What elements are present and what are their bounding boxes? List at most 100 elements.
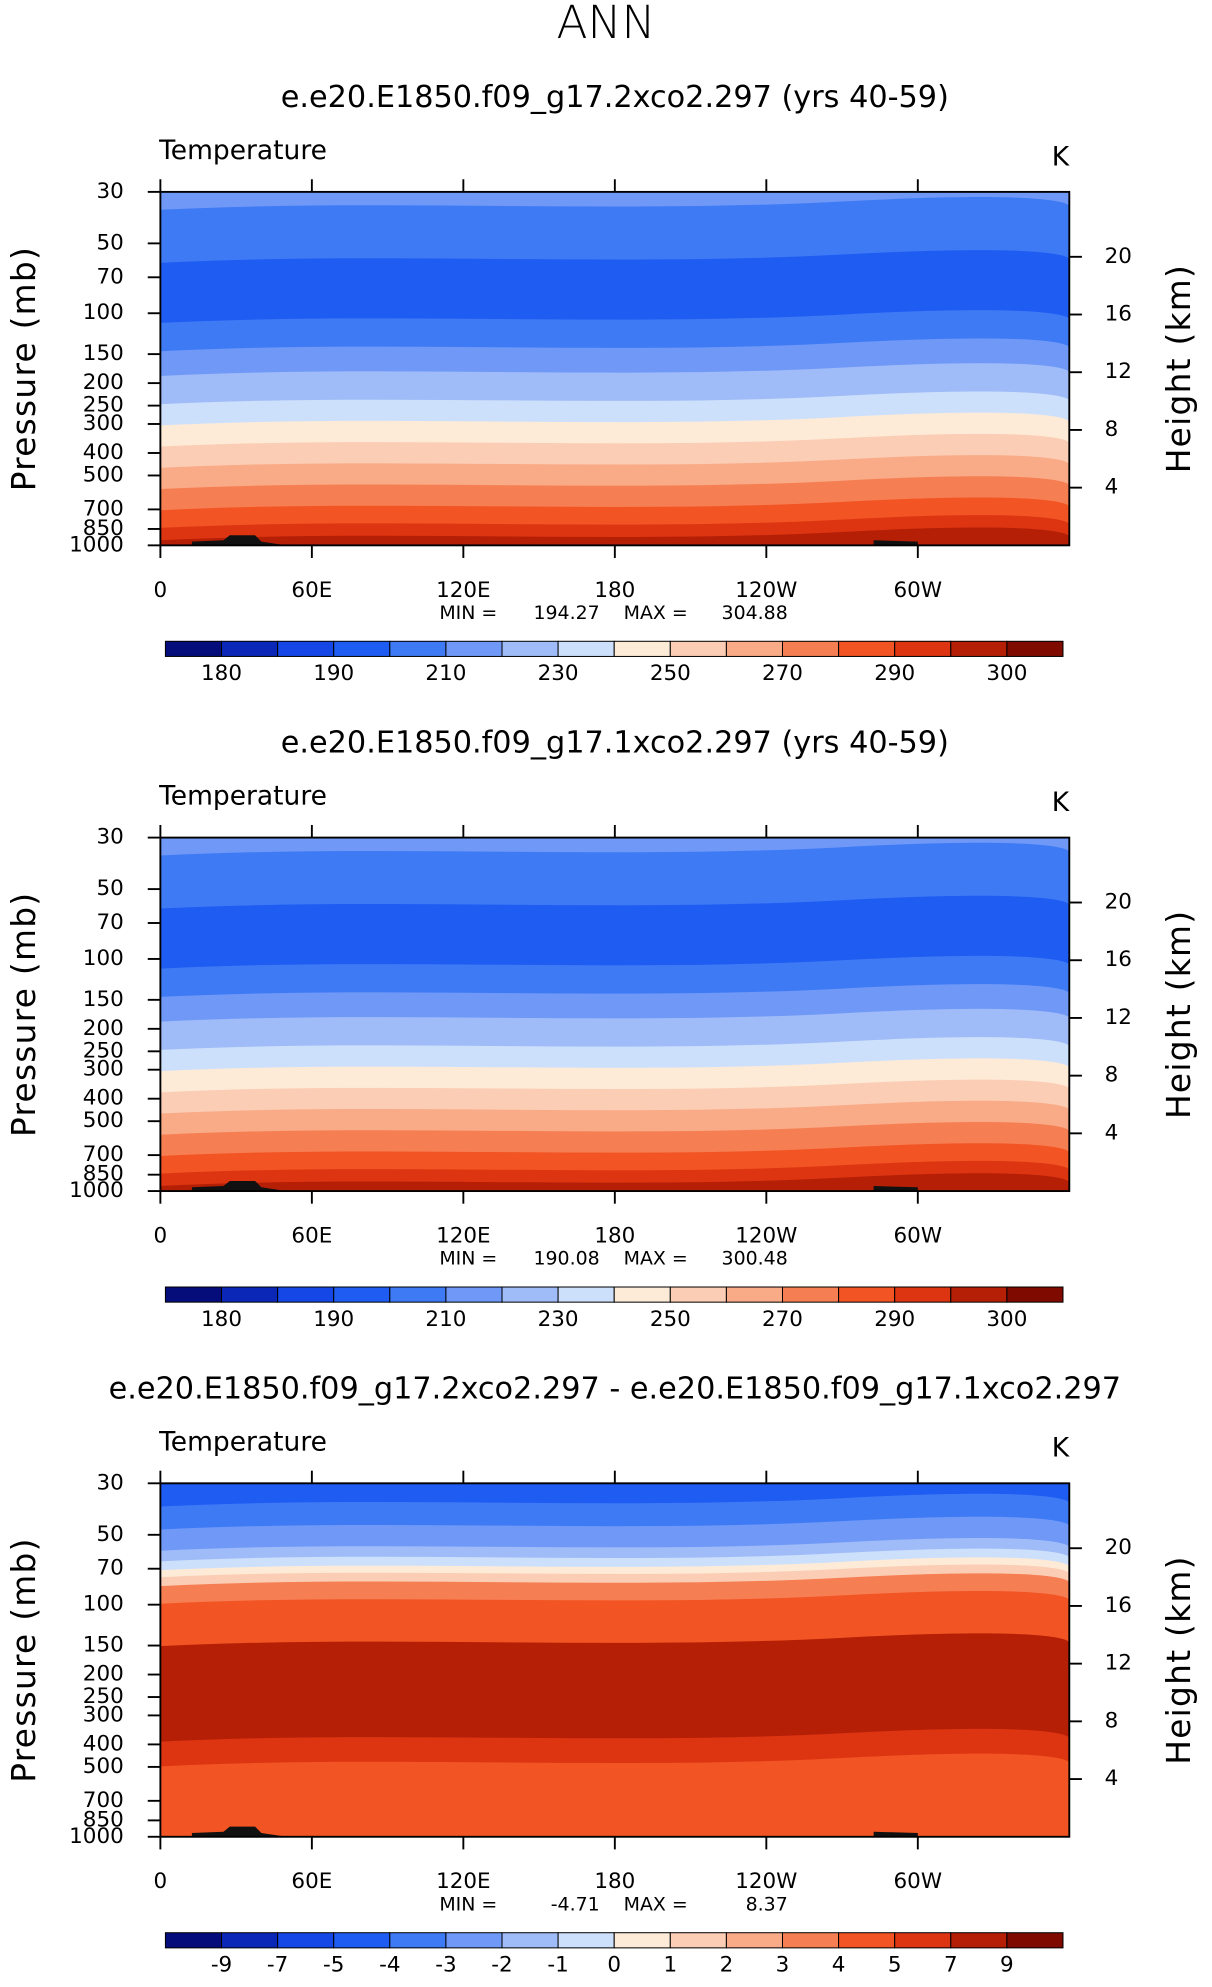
y-tick-label: 700 — [83, 496, 124, 521]
x-tick-label: 0 — [154, 1224, 168, 1249]
colorbar-swatch — [445, 1286, 503, 1303]
y-tick-label: 150 — [83, 341, 124, 366]
x-tick-label: 0 — [154, 578, 168, 603]
units: K — [1052, 141, 1070, 172]
y-tick-label: 500 — [83, 1754, 124, 1779]
colorbar-swatch — [164, 1932, 223, 1949]
y-tick-label: 700 — [83, 1788, 124, 1813]
max-value: 8.37 — [746, 1893, 788, 1915]
colorbar-swatch — [725, 1286, 784, 1303]
y-tick-label: 250 — [83, 393, 124, 418]
field-label: Temperature — [158, 781, 327, 812]
y-tick-label: 100 — [83, 1592, 124, 1617]
colorbar-swatch — [838, 1286, 896, 1303]
colorbar-label: 290 — [874, 1307, 915, 1332]
x-tick-label: 120E — [436, 578, 491, 603]
colorbar-swatch — [1006, 1286, 1064, 1303]
colorbar-swatch — [389, 640, 447, 657]
colorbar-swatch — [389, 1932, 447, 1949]
surface — [191, 1180, 287, 1192]
colorbar-swatch — [781, 640, 840, 657]
colorbar-label: 250 — [650, 661, 691, 686]
colorbar-swatch — [501, 1286, 559, 1303]
colorbar-label: 180 — [201, 661, 242, 686]
colorbar-swatch — [725, 640, 784, 657]
y2-axis-label: Height (km) — [1160, 1555, 1198, 1764]
colorbar-label: 210 — [425, 661, 466, 686]
colorbar-label: -3 — [435, 1953, 456, 1978]
y-tick-label: 400 — [83, 1086, 124, 1111]
colorbar-label: -5 — [323, 1953, 344, 1978]
x-tick-label: 180 — [594, 578, 635, 603]
surface — [873, 1831, 918, 1837]
colorbar-label: 230 — [538, 1307, 579, 1332]
colorbar-label: 2 — [720, 1953, 734, 1978]
y-tick-label: 150 — [83, 987, 124, 1012]
x-tick-label: 120W — [735, 1224, 797, 1249]
max-label: MAX = — [624, 1893, 688, 1915]
y-axis-label: Pressure (mb) — [5, 246, 43, 491]
y-tick-label: 70 — [96, 910, 123, 935]
colorbar-label: -2 — [491, 1953, 512, 1978]
y-tick-label: 400 — [83, 440, 124, 465]
y-tick-label: 150 — [83, 1633, 124, 1658]
max-value: 300.48 — [722, 1248, 788, 1270]
min-label: MIN = — [439, 1893, 497, 1915]
y2-tick-label: 12 — [1105, 359, 1132, 384]
colorbar-swatch — [333, 1932, 391, 1949]
x-tick-label: 60W — [894, 1869, 943, 1894]
colorbar-label: 3 — [776, 1953, 790, 1978]
min-value: 194.27 — [533, 602, 599, 624]
max-label: MAX = — [624, 1248, 688, 1270]
y2-tick-label: 20 — [1105, 890, 1132, 915]
x-tick-label: 180 — [594, 1869, 635, 1894]
y-tick-label: 100 — [83, 946, 124, 971]
x-tick-label: 60W — [894, 1224, 943, 1249]
min-value: -4.71 — [551, 1893, 600, 1915]
y2-axis-label: Height (km) — [1160, 264, 1198, 473]
y-axis-label: Pressure (mb) — [5, 892, 43, 1137]
colorbar-swatch — [445, 640, 503, 657]
max-value: 304.88 — [722, 602, 788, 624]
y-tick-label: 50 — [96, 1522, 123, 1547]
y-axis-label: Pressure (mb) — [5, 1537, 43, 1782]
colorbar-label: 190 — [313, 661, 354, 686]
colorbar-label: -1 — [547, 1953, 568, 1978]
y2-tick-label: 4 — [1105, 1120, 1119, 1145]
y-tick-label: 30 — [96, 825, 123, 850]
colorbar-swatch — [669, 640, 727, 657]
y2-tick-label: 8 — [1105, 1063, 1119, 1088]
y-tick-label: 70 — [96, 264, 123, 289]
y2-tick-label: 20 — [1105, 1535, 1132, 1560]
x-tick-label: 0 — [154, 1869, 168, 1894]
x-tick-label: 60E — [291, 1869, 332, 1894]
units: K — [1052, 1433, 1070, 1464]
colorbar-label: 0 — [607, 1953, 621, 1978]
y-tick-label: 70 — [96, 1556, 123, 1581]
surface — [873, 1186, 918, 1192]
y-tick-label: 30 — [96, 1470, 123, 1495]
colorbar-swatch — [838, 1932, 896, 1949]
panel: e.e20.E1850.f09_g17.2xco2.297 - e.e20.E1… — [5, 1371, 1198, 1977]
y-tick-label: 200 — [83, 1662, 124, 1687]
y-tick-label: 500 — [83, 1108, 124, 1133]
y-tick-label: 850 — [83, 1162, 124, 1187]
y-tick-label: 1000 — [69, 532, 124, 557]
contour-band — [160, 1753, 1070, 1837]
y-tick-label: 300 — [83, 411, 124, 436]
colorbar-label: 300 — [986, 661, 1027, 686]
colorbar-swatch — [501, 640, 559, 657]
colorbar-swatch — [221, 1286, 279, 1303]
colorbar-label: 180 — [201, 1307, 242, 1332]
y2-tick-label: 16 — [1105, 302, 1132, 327]
colorbar-swatch — [1006, 640, 1064, 657]
colorbar-label: -7 — [267, 1953, 288, 1978]
colorbar-swatch — [894, 1286, 952, 1303]
colorbar-swatch — [277, 1286, 335, 1303]
y-tick-label: 300 — [83, 1057, 124, 1082]
y-tick-label: 1000 — [69, 1824, 124, 1849]
max-label: MAX = — [624, 602, 688, 624]
y-tick-label: 200 — [83, 370, 124, 395]
colorbar-swatch — [950, 640, 1008, 657]
colorbar-label: 7 — [944, 1953, 958, 1978]
